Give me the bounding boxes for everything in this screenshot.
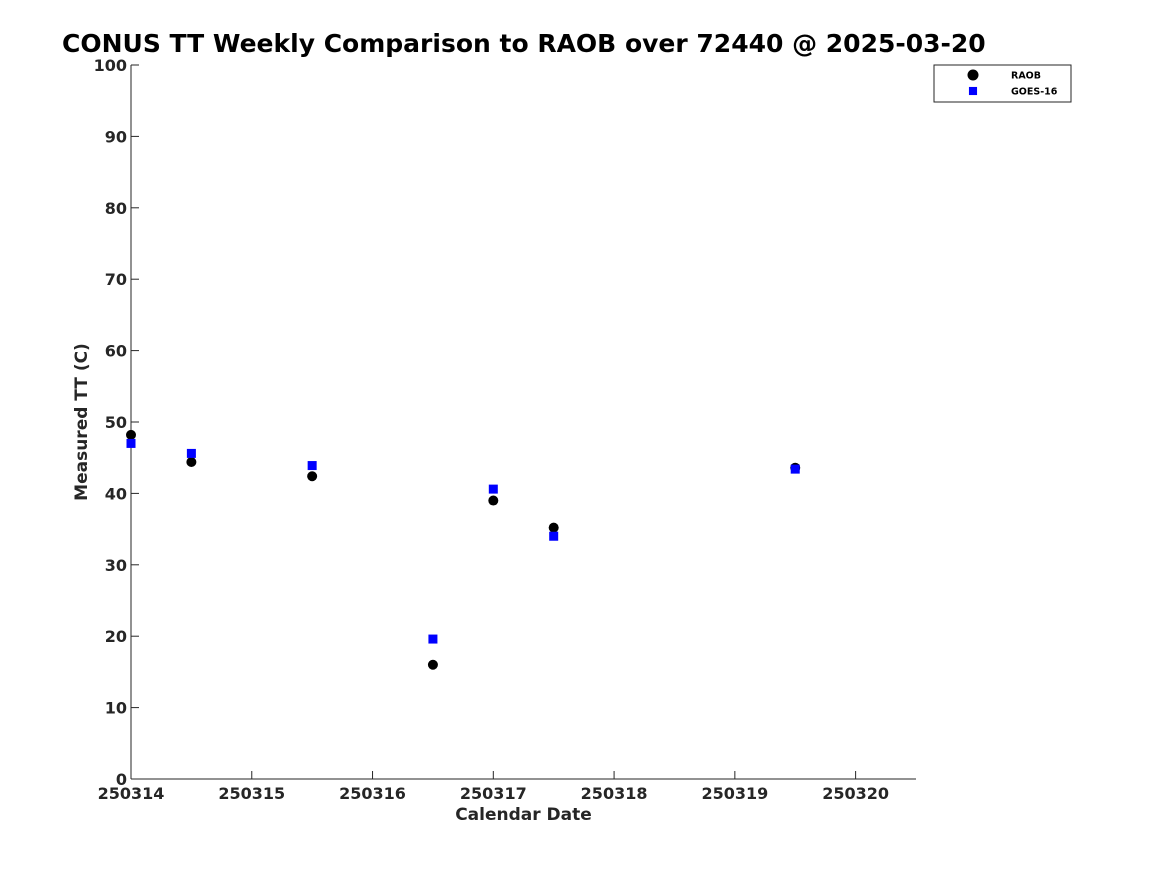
- legend-box: [933, 64, 1072, 103]
- goes-16-point: [549, 531, 559, 541]
- x-tick-label: 250317: [460, 784, 527, 803]
- legend-marker-goes-16: [968, 86, 978, 96]
- raob-point: [488, 495, 499, 506]
- raob-point: [126, 429, 136, 440]
- goes-16-point: [488, 484, 498, 494]
- legend-label-goes-16: GOES-16: [1011, 87, 1058, 98]
- y-tick-label: 100: [94, 56, 127, 75]
- y-tick-label: 90: [105, 127, 127, 146]
- x-tick-label: 250314: [98, 784, 165, 803]
- raob-point: [307, 471, 318, 482]
- y-tick-label: 10: [105, 699, 127, 718]
- raob-point: [427, 659, 438, 670]
- x-tick-label: 250319: [701, 784, 768, 803]
- raob-point: [186, 456, 197, 467]
- y-tick-label: 70: [105, 270, 127, 289]
- goes-16-point: [307, 461, 317, 471]
- goes-16-point: [790, 464, 800, 474]
- y-tick-label: 60: [105, 342, 127, 361]
- legend-marker-raob: [967, 69, 979, 81]
- goes-16-point: [126, 438, 136, 448]
- raob-point: [548, 522, 559, 533]
- chart-title: CONUS TT Weekly Comparison to RAOB over …: [62, 29, 986, 58]
- x-tick-label: 250320: [822, 784, 889, 803]
- goes-16-point: [186, 448, 196, 458]
- x-tick-label: 250316: [339, 784, 406, 803]
- x-axis-label: Calendar Date: [455, 805, 592, 825]
- y-tick-label: 0: [116, 770, 127, 789]
- y-tick-label: 50: [105, 413, 127, 432]
- goes-16-point: [428, 634, 438, 644]
- legend: RAOB GOES-16: [933, 64, 1072, 103]
- y-tick-label: 20: [105, 627, 127, 646]
- y-axis-label: Measured TT (C): [72, 343, 92, 501]
- y-tick-label: 40: [105, 484, 127, 503]
- x-tick-label: 250318: [581, 784, 648, 803]
- x-tick-label: 250315: [218, 784, 285, 803]
- axes: 250314 250315 250316 250317 250318 250319 2503…: [72, 56, 916, 825]
- y-tick-label: 30: [105, 556, 127, 575]
- data-points: [126, 429, 801, 670]
- y-tick-label: 80: [105, 199, 127, 218]
- legend-label-raob: RAOB: [1011, 71, 1041, 82]
